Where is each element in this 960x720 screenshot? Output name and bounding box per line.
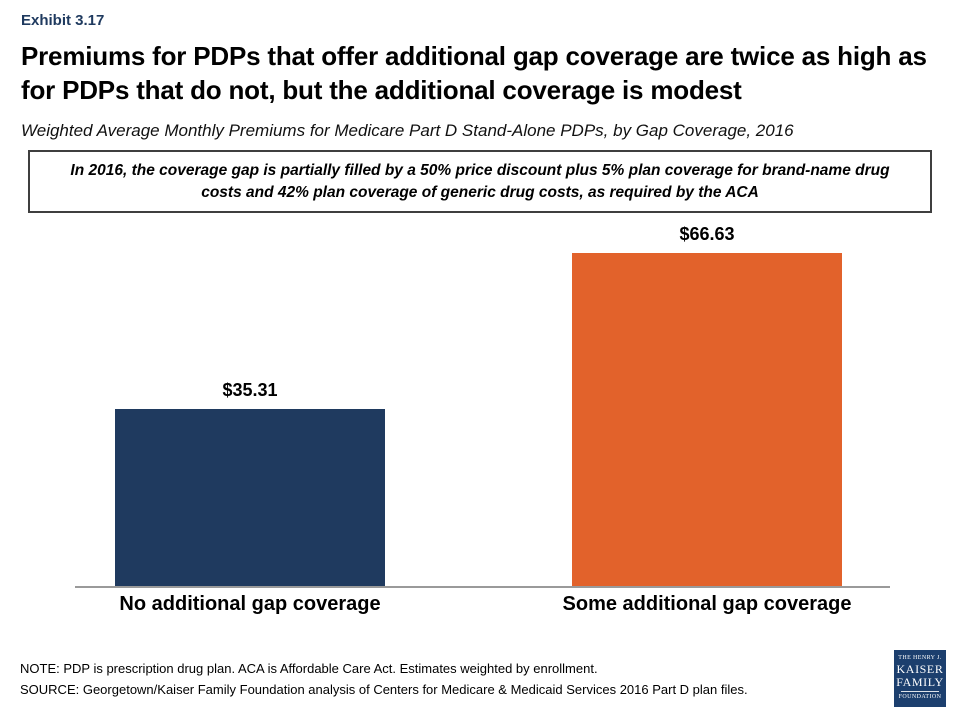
logo-line-henry-j: THE HENRY J. — [898, 655, 942, 662]
bar-category-label-0: No additional gap coverage — [119, 593, 381, 615]
page-title-line-2: high as for PDPs that do not, but the ad… — [21, 41, 927, 105]
bar-value-label-0: $35.31 — [222, 380, 278, 400]
logo-line-family: FAMILY — [896, 675, 944, 689]
page-title: Premiums for PDPs that offer additional … — [21, 40, 951, 108]
source-text: SOURCE: Georgetown/Kaiser Family Foundat… — [20, 682, 748, 697]
plot-area: $35.31 No additional gap coverage $66.63 So… — [75, 224, 890, 615]
bar-value-label-1: $66.63 — [679, 224, 735, 244]
note-text: NOTE: PDP is prescription drug plan. ACA… — [20, 661, 598, 676]
x-axis-line — [75, 586, 890, 588]
exhibit-number: Exhibit 3.17 — [21, 12, 105, 29]
bar-some-gap-coverage — [572, 253, 842, 586]
logo-divider — [901, 691, 939, 693]
bar-category-label-1: Some additional gap coverage — [562, 593, 852, 615]
kff-logo: THE HENRY J. KAISER FAMILY FOUNDATION — [894, 650, 946, 707]
logo-line-kaiser: KAISER — [896, 661, 944, 676]
page-title-line-1: Premiums for PDPs that offer additional … — [21, 41, 831, 71]
bar-no-gap-coverage — [115, 409, 385, 586]
callout-box: In 2016, the coverage gap is partially f… — [28, 150, 932, 214]
chart-subtitle: Weighted Average Monthly Premiums for Me… — [21, 121, 794, 140]
logo-line-foundation: FOUNDATION — [898, 694, 942, 701]
